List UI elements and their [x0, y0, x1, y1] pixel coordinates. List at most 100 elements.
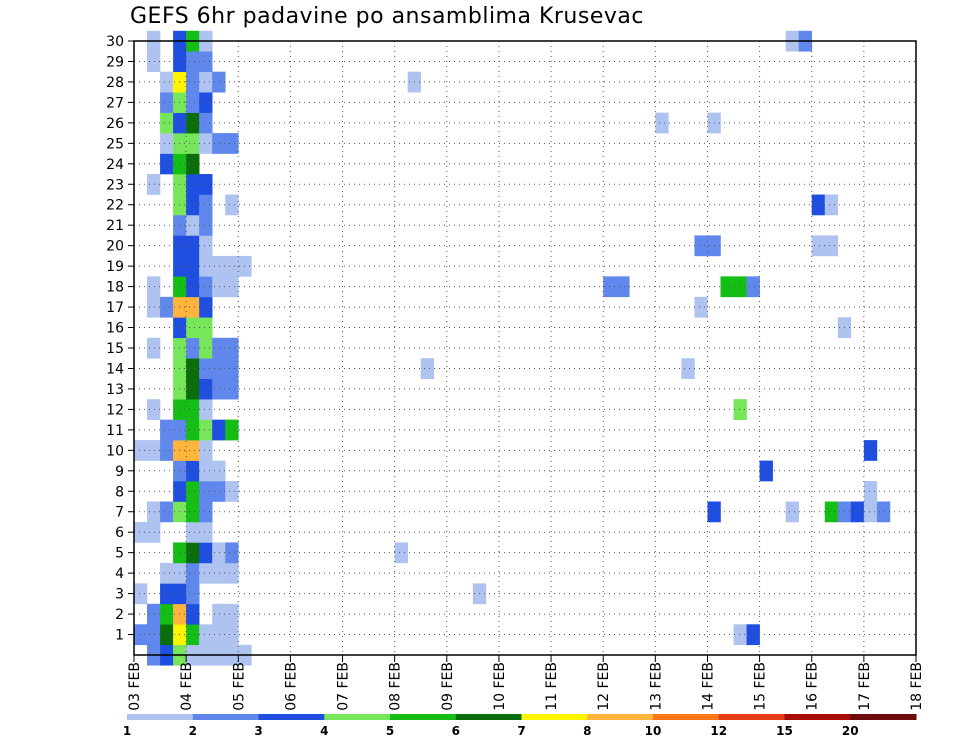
precip-cell: [811, 194, 826, 216]
y-tick-label: 30: [106, 34, 124, 50]
y-tick-label: 6: [115, 525, 124, 541]
x-tick-label: 03 FEB: [127, 662, 143, 711]
precip-cell: [225, 419, 239, 441]
x-tick-label: 06 FEB: [283, 662, 299, 711]
x-tick-label: 14 FEB: [700, 662, 716, 711]
x-tick-label: 08 FEB: [388, 662, 404, 711]
y-tick-label: 18: [106, 280, 124, 296]
precip-cell: [655, 112, 669, 134]
precip-cell: [876, 501, 891, 523]
precip-cell: [863, 440, 878, 461]
precip-cell: [160, 71, 174, 93]
precip-cell: [850, 501, 865, 523]
precip-cell: [199, 542, 213, 564]
x-tick-label: 04 FEB: [179, 662, 195, 711]
precip-cell: [147, 51, 161, 72]
precip-cell: [225, 194, 239, 216]
precip-cell: [147, 399, 161, 420]
colorbar-segment: [258, 714, 325, 720]
precip-cell: [225, 603, 239, 625]
x-tick-label: 13 FEB: [648, 662, 664, 711]
precip-cell: [212, 71, 226, 93]
precip-cell: [186, 92, 200, 113]
precip-cell: [811, 235, 826, 257]
precip-cell: [199, 481, 213, 502]
y-tick-label: 3: [115, 587, 124, 603]
x-tick-label: 07 FEB: [336, 662, 352, 711]
precip-cell: [199, 255, 213, 277]
precip-cell: [186, 276, 200, 298]
precip-cell: [863, 481, 878, 502]
precip-cell: [160, 153, 174, 175]
precip-cell: [212, 337, 226, 359]
precip-cell: [225, 481, 239, 502]
colorbar-segment: [850, 714, 917, 720]
precip-cell: [186, 440, 200, 461]
precip-cell: [225, 337, 239, 359]
precip-cell: [212, 460, 226, 482]
precip-cell: [186, 624, 200, 646]
colorbar-segment: [784, 714, 851, 720]
colorbar-label: 12: [710, 724, 727, 738]
precip-cell: [186, 460, 200, 482]
y-tick-label: 25: [106, 136, 124, 152]
x-tick-label: 16 FEB: [805, 662, 821, 711]
precip-cell: [186, 337, 200, 359]
colorbar-label: 6: [452, 724, 460, 738]
precip-cell: [186, 153, 200, 175]
colorbar-segment: [324, 714, 391, 720]
precip-cell: [160, 624, 174, 646]
precip-cell: [186, 562, 200, 584]
x-tick-label: 15 FEB: [753, 662, 769, 711]
x-tick-label: 05 FEB: [231, 662, 247, 711]
y-tick-label: 15: [106, 341, 124, 357]
precip-cell: [694, 296, 708, 318]
precip-cell: [212, 624, 226, 646]
precip-cell: [785, 501, 799, 523]
axes: 1234567891011121314151617181920212223242…: [106, 34, 925, 711]
precip-cell: [420, 358, 435, 379]
colorbar-segment: [192, 714, 259, 720]
colorbar-segment: [127, 714, 194, 720]
precip-cell: [160, 603, 174, 625]
precip-cell: [733, 399, 747, 420]
precip-cell: [199, 337, 213, 359]
precip-cell: [186, 501, 200, 523]
precip-cell: [199, 419, 213, 441]
precip-cell: [186, 51, 200, 72]
precip-cell: [225, 255, 239, 277]
precip-cell: [824, 501, 839, 523]
precip-cell: [160, 419, 174, 441]
colorbar-label: 5: [386, 724, 394, 738]
precip-cell: [186, 358, 200, 379]
precip-cell: [160, 562, 174, 584]
precip-cell: [212, 481, 226, 502]
precip-cell: [160, 133, 174, 154]
precip-cell: [746, 624, 760, 646]
y-tick-label: 14: [106, 361, 124, 377]
precip-cell: [199, 214, 213, 236]
colorbar-label: 3: [254, 724, 262, 738]
y-tick-label: 4: [115, 566, 124, 582]
colorbar-segment: [653, 714, 720, 720]
precip-cell: [186, 603, 200, 625]
precip-cell: [147, 624, 161, 646]
colorbar-label: 8: [583, 724, 591, 738]
y-tick-label: 21: [106, 218, 124, 234]
precip-cell: [394, 542, 408, 564]
precip-cell: [186, 419, 200, 441]
precip-cell: [186, 317, 200, 339]
precip-cell: [134, 440, 148, 461]
x-tick-label: 09 FEB: [440, 662, 456, 711]
precip-cell: [160, 440, 174, 461]
precip-cell: [199, 51, 213, 72]
precip-cell: [147, 337, 161, 359]
precip-cell: [160, 112, 174, 134]
colorbar-segment: [587, 714, 654, 720]
precip-cell: [199, 460, 213, 482]
precipitation-cells: [134, 30, 891, 666]
precip-cell: [147, 174, 161, 195]
precip-cell: [225, 358, 239, 379]
precip-cell: [186, 255, 200, 277]
